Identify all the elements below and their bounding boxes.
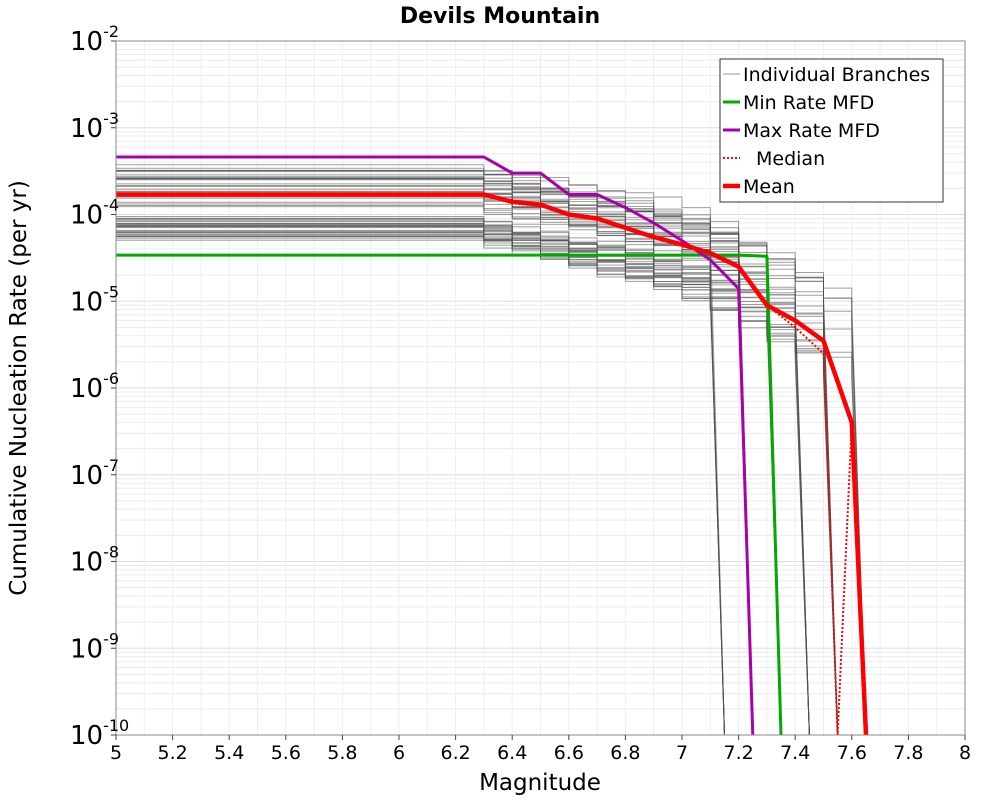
legend: Individual Branches Min Rate MFD Max Rate …	[719, 58, 944, 203]
y-tick-exponent: -10	[103, 716, 129, 735]
branch-line	[116, 223, 839, 735]
branch-line	[116, 226, 754, 735]
legend-label: Median	[756, 148, 825, 170]
x-tick-label: 6.2	[440, 742, 470, 764]
branch-line	[116, 178, 867, 735]
x-tick-label: 7.6	[837, 742, 867, 764]
branch-line	[116, 188, 754, 735]
y-axis-ticks: 10-210-310-410-510-610-710-810-910-10	[70, 22, 129, 751]
legend-label: Max Rate MFD	[743, 120, 880, 142]
min-rate-mfd-line	[116, 253, 783, 735]
x-tick-label: 6.6	[554, 742, 584, 764]
x-tick-label: 7	[676, 742, 688, 764]
y-tick-exponent: -9	[103, 629, 119, 648]
y-tick-label: 10-6	[70, 369, 119, 404]
legend-box	[719, 58, 944, 203]
y-tick-label: 10-7	[70, 456, 119, 491]
y-tick-exponent: -4	[103, 196, 119, 215]
branch-line	[116, 170, 839, 735]
branch-line	[116, 170, 867, 735]
legend-label: Individual Branches	[743, 64, 930, 86]
chart-title: Devils Mountain	[400, 4, 600, 29]
y-tick-base: 10	[70, 114, 103, 144]
x-tick-label: 5.6	[271, 742, 301, 764]
x-tick-label: 6.8	[610, 742, 640, 764]
max-rate-mfd-line	[116, 155, 755, 735]
y-tick-base: 10	[70, 287, 103, 317]
y-tick-label: 10-3	[70, 109, 119, 144]
y-tick-label: 10-4	[70, 196, 119, 231]
branch-line	[116, 226, 810, 735]
y-tick-label: 10-5	[70, 282, 119, 317]
x-tick-label: 7.2	[723, 742, 753, 764]
branch-line	[116, 167, 754, 735]
y-tick-exponent: -6	[103, 369, 119, 388]
y-tick-label: 10-8	[70, 543, 119, 578]
y-tick-exponent: -8	[103, 543, 119, 562]
y-tick-exponent: -2	[103, 22, 119, 41]
branch-line	[116, 223, 810, 735]
x-tick-label: 5	[110, 742, 122, 764]
y-tick-base: 10	[70, 721, 103, 751]
branch-line	[116, 235, 839, 735]
branch-line	[116, 236, 725, 735]
y-tick-base: 10	[70, 201, 103, 231]
branch-line	[116, 203, 839, 735]
x-tick-label: 5.2	[157, 742, 187, 764]
branch-line	[116, 235, 754, 735]
branch-line	[116, 237, 782, 735]
branch-line	[116, 218, 782, 735]
branch-line	[116, 231, 810, 735]
legend-label: Min Rate MFD	[743, 92, 874, 114]
x-tick-label: 7.8	[893, 742, 923, 764]
legend-label: Mean	[743, 176, 795, 198]
branch-line	[116, 217, 754, 735]
y-tick-base: 10	[70, 27, 103, 57]
y-tick-label: 10-9	[70, 629, 119, 664]
y-tick-base: 10	[70, 374, 103, 404]
branch-line	[116, 196, 867, 735]
branch-line	[116, 206, 810, 735]
mfd-series	[116, 155, 869, 735]
y-tick-base: 10	[70, 634, 103, 664]
branch-line	[116, 201, 782, 735]
mean-line	[116, 192, 869, 735]
y-tick-base: 10	[70, 461, 103, 491]
y-tick-exponent: -5	[103, 282, 119, 301]
branch-line	[116, 235, 839, 735]
branch-line	[116, 223, 867, 735]
branch-line	[116, 178, 810, 735]
x-tick-label: 6.4	[497, 742, 527, 764]
branch-line	[116, 193, 810, 735]
branch-line	[116, 219, 754, 735]
x-tick-label: 8	[959, 742, 971, 764]
branch-line	[116, 216, 839, 735]
x-axis-label: Magnitude	[479, 770, 601, 796]
y-tick-label: 10-10	[70, 716, 129, 751]
x-tick-label: 7.4	[780, 742, 810, 764]
x-axis-ticks: 5 5.2 5.4 5.6 5.8 6 6.2 6.4 6.6 6.8 7 7.2 7.4 7.6 7.8 8	[110, 735, 971, 764]
y-tick-base: 10	[70, 548, 103, 578]
y-axis-label: Cumulative Nucleation Rate (per yr)	[6, 180, 32, 596]
branch-line	[116, 177, 867, 735]
branch-line	[116, 197, 754, 735]
individual-branches	[116, 164, 867, 735]
x-tick-label: 6	[393, 742, 405, 764]
branch-line	[116, 225, 725, 735]
y-tick-exponent: -7	[103, 456, 119, 475]
branch-line	[116, 225, 725, 735]
x-tick-label: 5.4	[214, 742, 244, 764]
branch-line	[116, 232, 810, 735]
branch-line	[116, 164, 839, 735]
x-tick-label: 5.8	[327, 742, 357, 764]
plot-area	[116, 155, 869, 735]
y-tick-exponent: -3	[103, 109, 119, 128]
branch-line	[116, 226, 839, 735]
y-tick-label: 10-2	[70, 22, 119, 57]
